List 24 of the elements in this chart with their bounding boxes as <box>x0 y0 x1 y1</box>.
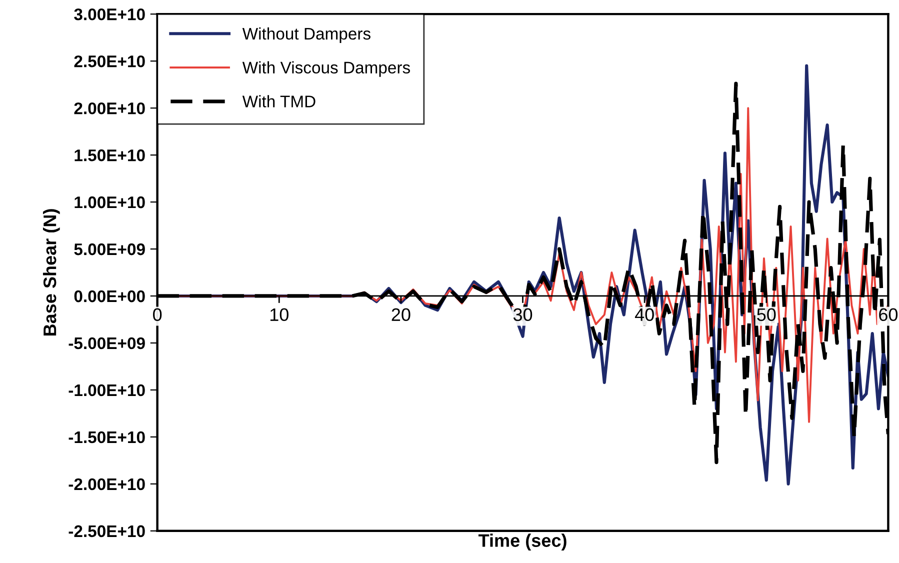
x-tick-label: 40 <box>634 308 654 322</box>
y-tick-label: 1.50E+10 <box>74 149 145 162</box>
y-tick-label: -2.50E+10 <box>68 525 145 538</box>
y-tick-label: -1.50E+10 <box>68 431 145 444</box>
legend-label: With Viscous Dampers <box>242 61 410 77</box>
y-tick-label: -5.00E+09 <box>68 337 145 350</box>
y-tick-label: 2.50E+10 <box>74 55 145 68</box>
y-tick-label: 5.00E+09 <box>74 243 145 256</box>
y-tick-label: -2.00E+10 <box>68 478 145 490</box>
legend-label: Without Dampers <box>242 27 370 43</box>
y-axis-title: Base Shear (N) <box>42 209 60 336</box>
y-tick-label: 0.00E+00 <box>74 290 145 302</box>
x-tick-label: 10 <box>270 308 288 322</box>
x-tick-label: 20 <box>392 308 410 322</box>
y-tick-label: 1.00E+10 <box>74 196 145 208</box>
y-tick-label: 2.00E+10 <box>74 102 145 114</box>
legend-label: With TMD <box>242 95 316 108</box>
x-tick-label: 50 <box>757 308 776 322</box>
x-tick-label: 30 <box>513 308 532 322</box>
x-axis-title: Time (sec) <box>478 534 566 551</box>
y-tick-label: -1.00E+10 <box>68 384 145 396</box>
x-tick-label: 0 <box>153 308 162 322</box>
x-tick-label: 60 <box>879 308 898 322</box>
y-tick-label: 3.00E+10 <box>74 8 145 20</box>
